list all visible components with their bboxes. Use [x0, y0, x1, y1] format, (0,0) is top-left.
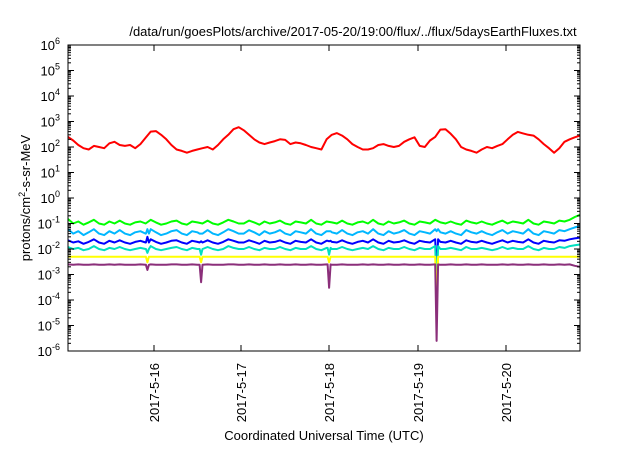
y-tick-label: 10-4	[38, 291, 60, 308]
y-tick-label-exp: -4	[52, 291, 60, 301]
y-tick-label-exp: -5	[52, 317, 60, 327]
y-tick-label-exp: 4	[55, 87, 60, 97]
y-tick-label-exp: 3	[55, 113, 60, 123]
x-tick-label: 2017-5-17	[234, 363, 249, 422]
y-tick-label: 101	[41, 164, 60, 181]
y-tick-label-base: 10	[38, 217, 52, 232]
y-tick-label: 106	[41, 36, 60, 53]
y-tick-label: 102	[41, 138, 60, 155]
y-tick-label-exp: -1	[52, 215, 60, 225]
y-tick-label-base: 10	[41, 140, 55, 155]
y-tick-label-exp: 1	[55, 164, 60, 174]
y-tick-label-base: 10	[41, 64, 55, 79]
y-tick-label-base: 10	[38, 293, 52, 308]
series-line	[68, 255, 580, 309]
y-tick-label-base: 10	[41, 89, 55, 104]
y-tick-label-base: 10	[38, 242, 52, 257]
y-tick-label: 105	[41, 62, 60, 79]
series-line	[67, 243, 581, 294]
y-tick-label-base: 10	[41, 191, 55, 206]
series-line	[67, 263, 581, 342]
y-tick-label: 103	[41, 113, 60, 130]
y-tick-label-base: 10	[41, 38, 55, 53]
y-tick-label-base: 10	[38, 319, 52, 334]
y-tick-label-exp: 5	[55, 62, 60, 72]
x-tick-label: 2017-5-18	[322, 363, 337, 422]
y-tick-label-exp: 0	[55, 189, 60, 199]
x-axis-label: Coordinated Universal Time (UTC)	[224, 428, 423, 443]
y-tick-label-exp: 2	[55, 138, 60, 148]
x-axis: 2017-5-16 2017-5-17 2017-5-18 2017-5-19 2017…	[147, 45, 514, 422]
y-tick-label-base: 10	[41, 115, 55, 130]
chart-title: /data/run/goesPlots/archive/2017-05-20/1…	[129, 24, 577, 39]
series-line	[67, 225, 581, 237]
series-group	[67, 126, 581, 342]
y-tick-label-base: 10	[38, 268, 52, 283]
y-tick-label-exp: -2	[52, 240, 60, 250]
x-tick-label: 2017-5-19	[411, 363, 426, 422]
series-line	[67, 213, 581, 226]
x-tick-label: 2017-5-16	[147, 363, 162, 422]
y-tick-label: 10-1	[38, 215, 60, 232]
y-tick-label-exp: -3	[52, 266, 60, 276]
series-line	[67, 235, 581, 276]
y-tick-label: 10-2	[38, 240, 60, 257]
y-axis-label-main: protons/cm	[18, 197, 33, 261]
y-tick-label: 104	[41, 87, 60, 104]
y-tick-label-base: 10	[41, 166, 55, 181]
y-tick-label-exp: 6	[55, 36, 60, 46]
y-axis-label: protons/cm2-s-sr-MeV	[17, 134, 33, 261]
y-tick-label: 10-6	[38, 342, 60, 359]
y-axis: 10-610-510-410-310-210-11001011021031041…	[38, 36, 580, 359]
y-axis-label-sup: 2	[17, 192, 27, 197]
y-axis-label-tail: -s-sr-MeV	[18, 134, 33, 191]
x-tick-label: 2017-5-20	[499, 363, 514, 422]
y-tick-label: 10-3	[38, 266, 60, 283]
y-tick-label-base: 10	[38, 344, 52, 359]
plot-frame	[67, 44, 581, 352]
y-tick-label-exp: -6	[52, 342, 60, 352]
y-tick-label: 10-5	[38, 317, 60, 334]
y-tick-label: 100	[41, 189, 60, 206]
series-line	[67, 126, 581, 154]
